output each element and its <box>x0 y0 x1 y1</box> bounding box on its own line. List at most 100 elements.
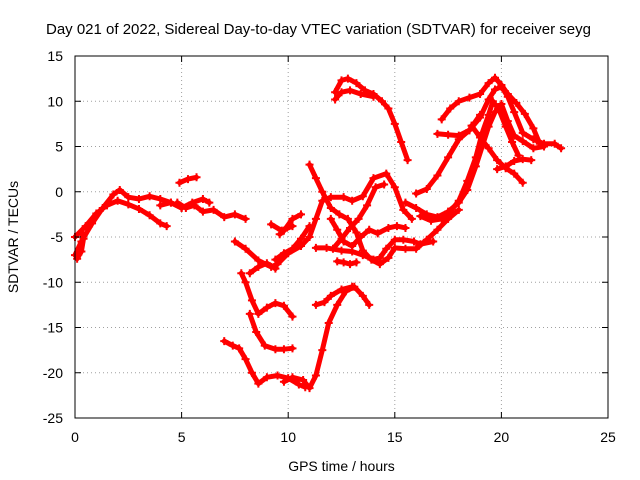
data-point <box>305 222 314 231</box>
data-point <box>382 169 391 178</box>
data-point <box>412 244 421 253</box>
data-point <box>220 213 229 222</box>
data-point <box>113 196 122 205</box>
data-point <box>262 373 271 382</box>
data-point <box>397 137 406 146</box>
data-point <box>529 144 538 153</box>
series-trace <box>307 162 462 267</box>
data-point <box>279 377 288 386</box>
data-point <box>510 169 519 178</box>
data-point <box>433 225 442 234</box>
data-point <box>390 183 399 192</box>
data-point <box>109 190 118 199</box>
x-tick-label: 5 <box>178 429 186 445</box>
data-point <box>279 301 288 310</box>
data-point <box>343 74 352 83</box>
data-point <box>247 368 256 377</box>
data-point <box>463 176 472 185</box>
data-point <box>529 124 538 133</box>
data-point <box>384 223 393 232</box>
data-layer <box>71 73 566 393</box>
series-trace <box>417 98 521 224</box>
data-point <box>305 233 314 241</box>
data-point <box>115 185 124 194</box>
data-point <box>333 300 342 309</box>
data-point <box>375 253 384 262</box>
data-point <box>371 183 380 192</box>
data-point <box>471 153 480 162</box>
data-point <box>503 90 512 99</box>
data-point <box>102 201 111 210</box>
data-point <box>557 144 566 153</box>
data-point <box>416 212 425 221</box>
data-point <box>390 235 399 244</box>
data-point <box>346 86 355 95</box>
series-arc05 <box>173 198 250 223</box>
data-point <box>512 99 521 108</box>
data-point <box>373 229 382 238</box>
data-point <box>277 226 286 235</box>
data-point <box>241 355 250 364</box>
data-point <box>271 345 280 354</box>
data-point <box>124 200 133 209</box>
data-point <box>337 246 346 255</box>
data-point <box>384 253 393 262</box>
data-point <box>429 237 438 246</box>
data-point <box>320 298 329 307</box>
data-point <box>254 262 263 271</box>
data-point <box>476 133 485 142</box>
chart-title: Day 021 of 2022, Sidereal Day-to-day VTE… <box>46 21 591 38</box>
data-point <box>296 242 305 251</box>
data-point <box>454 196 463 205</box>
series-arc26 <box>412 82 566 198</box>
data-point <box>520 109 529 118</box>
data-point <box>241 214 250 223</box>
data-point <box>508 137 517 146</box>
data-point <box>205 198 214 207</box>
series-trace <box>328 216 408 249</box>
data-point <box>235 344 244 353</box>
data-point <box>454 205 463 214</box>
data-point <box>245 309 254 318</box>
data-point <box>294 380 303 389</box>
data-point <box>175 178 184 187</box>
data-point <box>296 234 305 243</box>
data-point <box>79 234 88 243</box>
data-point <box>173 198 182 207</box>
data-point <box>273 371 282 380</box>
data-point <box>401 223 410 232</box>
data-point <box>331 95 340 104</box>
series-arc06 <box>175 173 201 187</box>
data-point <box>311 300 320 309</box>
data-point <box>446 104 455 113</box>
data-point <box>518 137 527 146</box>
y-tick-label: 10 <box>47 93 63 109</box>
data-point <box>348 247 357 256</box>
data-point <box>279 345 288 354</box>
data-point <box>288 214 297 223</box>
data-point <box>311 243 320 252</box>
data-point <box>245 269 254 278</box>
data-point <box>403 156 412 165</box>
series-arc19 <box>311 235 438 264</box>
data-point <box>339 258 348 267</box>
data-point <box>510 156 519 165</box>
data-point <box>230 210 239 219</box>
data-point <box>356 90 365 99</box>
data-point <box>311 174 320 183</box>
series-arc22 <box>331 74 412 165</box>
data-point <box>296 210 305 219</box>
data-point <box>262 303 271 312</box>
x-axis-label: GPS time / hours <box>288 458 395 474</box>
data-point <box>324 318 333 327</box>
data-point <box>491 73 500 82</box>
data-point <box>81 222 90 231</box>
series-arc21 <box>333 257 361 269</box>
data-point <box>484 95 493 104</box>
data-point <box>326 291 335 300</box>
data-point <box>476 110 485 119</box>
data-point <box>437 214 446 223</box>
data-point <box>230 237 239 246</box>
data-point <box>518 178 527 187</box>
